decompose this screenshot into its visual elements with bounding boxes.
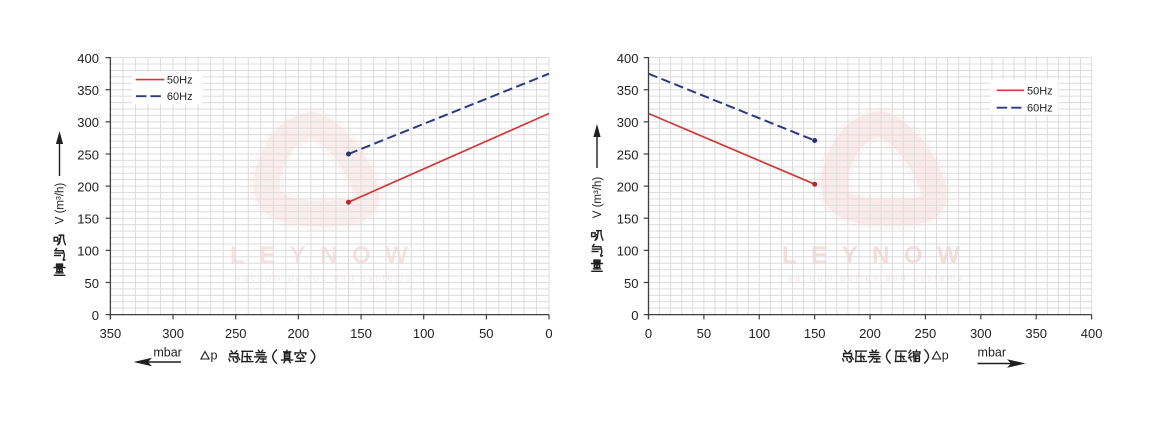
svg-text:350: 350 bbox=[1025, 326, 1047, 341]
svg-text:mbar: mbar bbox=[153, 346, 181, 360]
svg-text:200: 200 bbox=[288, 326, 310, 341]
svg-text:0: 0 bbox=[631, 308, 638, 323]
svg-text:350: 350 bbox=[100, 326, 122, 341]
svg-text:50: 50 bbox=[479, 326, 493, 341]
svg-text:300: 300 bbox=[617, 115, 639, 130]
svg-text:100: 100 bbox=[77, 244, 99, 259]
svg-text:250: 250 bbox=[225, 326, 247, 341]
svg-text:50Hz: 50Hz bbox=[167, 75, 193, 87]
svg-text:LEYNOW: LEYNOW bbox=[230, 242, 422, 269]
svg-text:p: p bbox=[211, 349, 218, 363]
svg-text:50: 50 bbox=[624, 276, 638, 291]
svg-text:250: 250 bbox=[617, 147, 639, 162]
svg-text:60Hz: 60Hz bbox=[167, 91, 193, 103]
svg-text:100: 100 bbox=[617, 244, 639, 259]
svg-text:60Hz: 60Hz bbox=[1027, 103, 1053, 115]
svg-text:150: 150 bbox=[350, 326, 372, 341]
svg-text:350: 350 bbox=[77, 83, 99, 98]
svg-text:200: 200 bbox=[77, 179, 99, 194]
svg-text:300: 300 bbox=[970, 326, 992, 341]
svg-text:150: 150 bbox=[804, 326, 826, 341]
svg-text:400: 400 bbox=[617, 51, 639, 66]
svg-text:LEYNOW: LEYNOW bbox=[782, 242, 974, 269]
svg-text:400: 400 bbox=[1081, 326, 1103, 341]
svg-text:V (m³/h): V (m³/h) bbox=[55, 183, 67, 225]
svg-text:0: 0 bbox=[92, 308, 99, 323]
svg-text:100: 100 bbox=[413, 326, 435, 341]
svg-text:250: 250 bbox=[77, 147, 99, 162]
svg-text:50: 50 bbox=[697, 326, 711, 341]
svg-text:0: 0 bbox=[545, 326, 552, 341]
svg-text:150: 150 bbox=[77, 212, 99, 227]
svg-text:vacuum pumps and systems: vacuum pumps and systems bbox=[236, 273, 412, 283]
svg-text:V (m³/h): V (m³/h) bbox=[592, 177, 604, 219]
svg-text:400: 400 bbox=[77, 51, 99, 66]
svg-text:300: 300 bbox=[77, 115, 99, 130]
svg-text:300: 300 bbox=[162, 326, 184, 341]
svg-text:mbar: mbar bbox=[978, 346, 1006, 360]
svg-text:p: p bbox=[942, 349, 949, 363]
svg-text:50Hz: 50Hz bbox=[1027, 85, 1053, 97]
svg-text:200: 200 bbox=[617, 179, 639, 194]
svg-text:100: 100 bbox=[748, 326, 770, 341]
svg-text:350: 350 bbox=[617, 83, 639, 98]
svg-text:50: 50 bbox=[85, 276, 99, 291]
svg-text:250: 250 bbox=[915, 326, 937, 341]
svg-text:150: 150 bbox=[617, 212, 639, 227]
svg-text:200: 200 bbox=[859, 326, 881, 341]
svg-text:vacuum pumps and systems: vacuum pumps and systems bbox=[788, 273, 964, 283]
svg-text:0: 0 bbox=[645, 326, 652, 341]
